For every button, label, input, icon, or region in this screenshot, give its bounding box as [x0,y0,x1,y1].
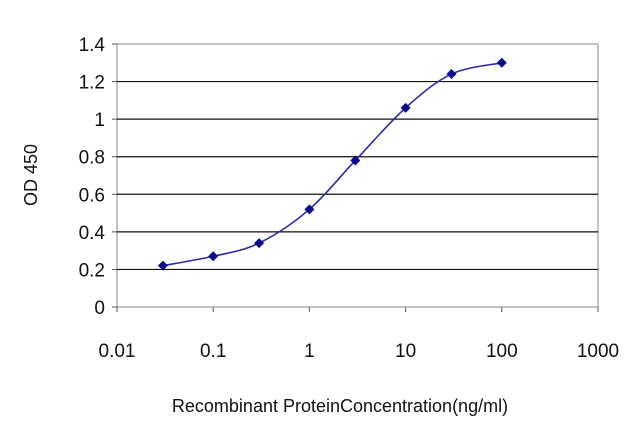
x-tick-label: 1 [304,341,315,362]
data-point-marker [446,69,457,80]
y-tick-label: 0.6 [79,185,105,206]
series-group [157,57,507,271]
x-tick-label: 0.1 [200,341,226,362]
x-axis-label: Recombinant ProteinConcentration(ng/ml) [172,396,508,416]
data-point-marker [254,238,265,249]
x-tick-label: 0.01 [99,341,136,362]
y-tick-label: 1.2 [79,73,105,94]
y-tick-label: 0.4 [79,223,106,244]
grid-lines [117,80,598,271]
y-tick-label: 0 [94,298,105,319]
y-tick-label: 0.8 [79,148,105,169]
data-point-marker [157,260,168,271]
x-tick-label: 100 [486,341,518,362]
plot-area [116,43,599,308]
data-point-marker [350,155,361,166]
x-axis-ticks: 0.01 0.1 1 10 100 1000 [99,307,619,362]
y-tick-label: 0.2 [79,260,105,281]
data-point-marker [496,57,507,68]
x-tick-label: 1000 [577,341,619,362]
y-axis-ticks: 0 0.2 0.4 0.6 0.8 1 1.2 1.4 [79,35,117,319]
series-line [162,62,502,267]
y-axis-label: OD 450 [21,144,41,206]
data-point-marker [208,251,219,262]
y-tick-label: 1 [94,110,105,131]
data-point-marker [304,204,315,215]
y-tick-label: 1.4 [79,35,106,56]
data-point-marker [400,102,411,113]
x-tick-label: 10 [395,341,416,362]
